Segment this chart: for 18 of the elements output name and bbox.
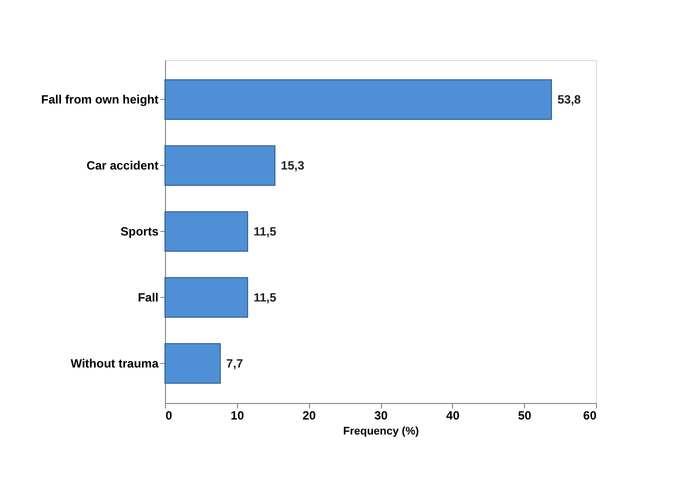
x-tick-label: 60 [583, 408, 597, 422]
y-tick-label: Sports [120, 224, 159, 238]
x-tick-label: 20 [302, 408, 316, 422]
x-tick-label: 30 [374, 408, 388, 422]
y-tick-label: Without trauma [70, 356, 159, 370]
data-label: 7,7 [226, 356, 244, 370]
data-label: 15,3 [280, 158, 305, 173]
data-label: 11,5 [254, 224, 277, 238]
x-axis-title: Frequency (%) [343, 426, 420, 438]
y-tick-label: Car accident [86, 158, 158, 173]
x-tick-label: 10 [230, 408, 244, 422]
y-tick-label: Fall from own height [41, 92, 159, 107]
x-tick-label: 0 [166, 408, 172, 422]
x-tick-label: 40 [446, 408, 460, 422]
data-label: 53,8 [557, 92, 582, 107]
y-tick-label: Fall [138, 290, 158, 304]
x-tick-label: 50 [518, 408, 532, 422]
data-label: 11,5 [254, 290, 277, 304]
